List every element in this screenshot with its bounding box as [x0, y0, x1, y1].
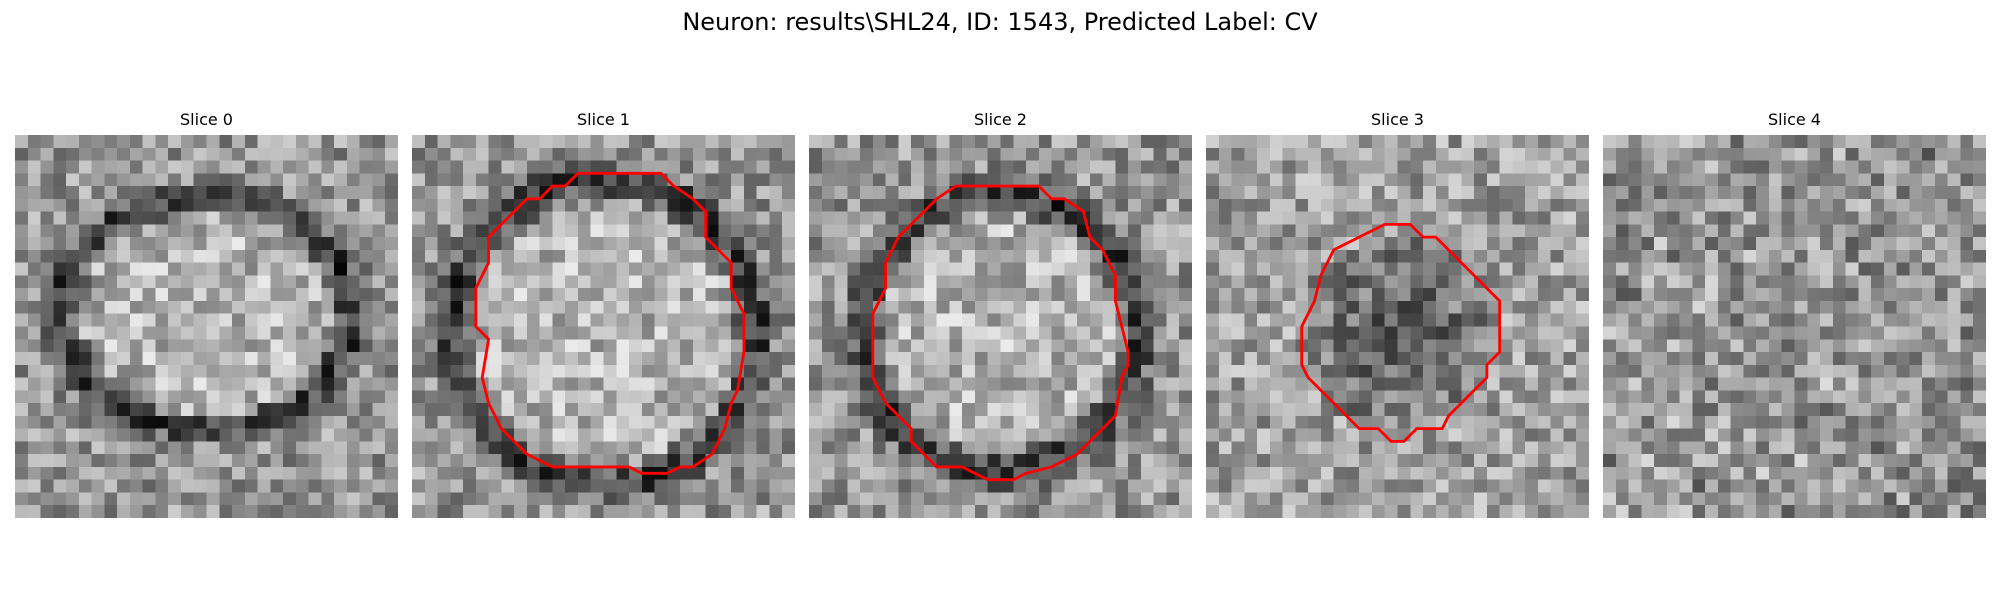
slice-4-image: [1603, 135, 1986, 518]
slice-1-contour: [474, 171, 746, 475]
slice-4-title: Slice 4: [1768, 110, 1821, 129]
figure-title: Neuron: results\SHL24, ID: 1543, Predict…: [682, 8, 1318, 36]
slice-0-title: Slice 0: [180, 110, 233, 129]
slice-2-contour: [871, 184, 1130, 482]
slice-3-contour: [1300, 222, 1502, 443]
slice-2-image: [809, 135, 1192, 518]
slice-0-image: [15, 135, 398, 518]
slice-3-image: [1206, 135, 1589, 518]
slice-3-title: Slice 3: [1371, 110, 1424, 129]
slice-2-title: Slice 2: [974, 110, 1027, 129]
slice-1-title: Slice 1: [577, 110, 630, 129]
slice-1-image: [412, 135, 795, 518]
